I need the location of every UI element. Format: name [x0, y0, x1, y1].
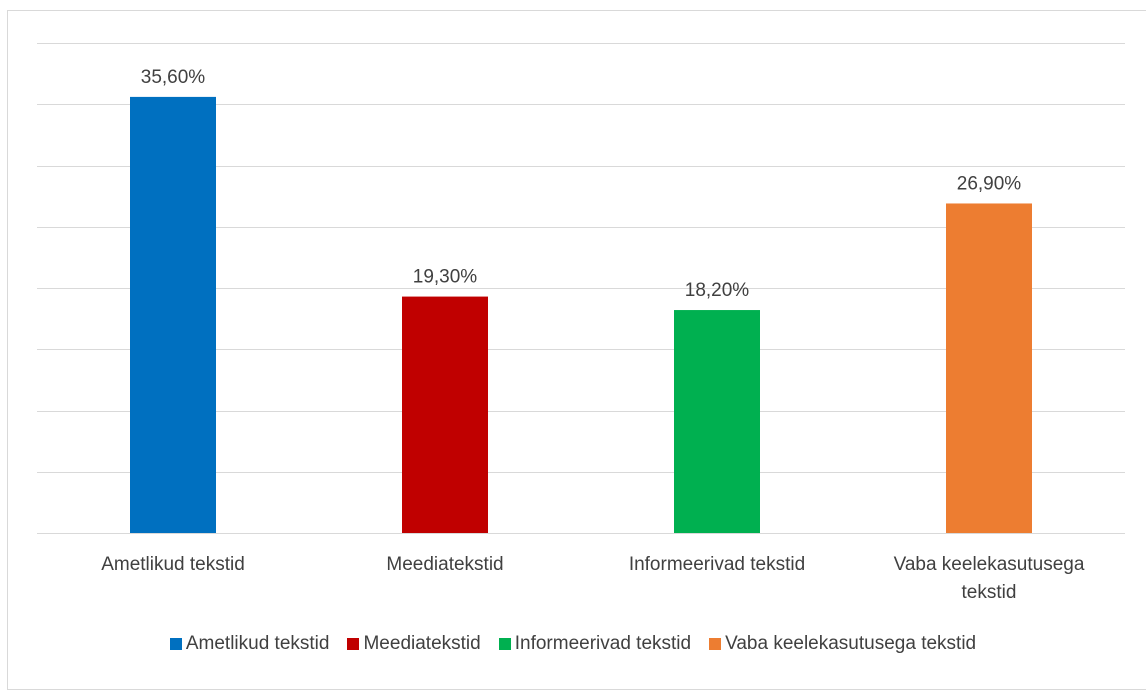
bars — [130, 96, 1032, 534]
category-tick-label: Ametlikud tekstid — [101, 554, 245, 575]
data-label: 35,60% — [141, 67, 206, 88]
legend-swatch — [169, 638, 182, 650]
bar — [674, 310, 760, 533]
legend-item: Ametlikud tekstid — [169, 633, 330, 655]
legend-label: Informeerivad tekstid — [514, 633, 692, 654]
data-label: 26,90% — [957, 173, 1022, 194]
gridlines — [37, 43, 1125, 534]
legend-swatch — [347, 638, 360, 650]
legend-item: Informeerivad tekstid — [498, 633, 692, 655]
legend-item: Meediatekstid — [347, 633, 481, 655]
bar — [402, 296, 488, 533]
category-tick-label: Meediatekstid — [386, 554, 503, 575]
data-label: 19,30% — [413, 267, 478, 288]
bar — [130, 96, 216, 534]
category-tick-label: Vaba keelekasutusega — [894, 554, 1085, 575]
data-label: 18,20% — [685, 280, 750, 301]
category-tick-label: tekstid — [962, 582, 1017, 603]
legend-swatch — [709, 638, 722, 650]
legend: Ametlikud tekstid Meediatekstid Informeeri… — [0, 633, 1146, 655]
data-labels: 35,60% 19,30% 18,20% 26,90% — [141, 67, 1022, 301]
legend-item: Vaba keelekasutusega tekstid — [709, 633, 976, 655]
category-axis: Ametlikud tekstid Meediatekstid Informeeri… — [101, 554, 1085, 603]
bar — [946, 203, 1032, 533]
category-tick-label: Informeerivad tekstid — [629, 554, 805, 575]
legend-swatch — [498, 638, 511, 650]
legend-label: Meediatekstid — [363, 633, 481, 654]
legend-label: Ametlikud tekstid — [185, 633, 330, 654]
legend-label: Vaba keelekasutusega tekstid — [725, 633, 977, 654]
